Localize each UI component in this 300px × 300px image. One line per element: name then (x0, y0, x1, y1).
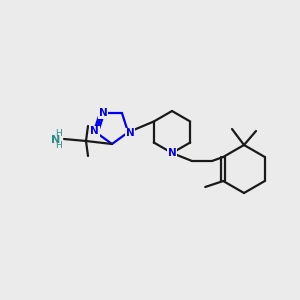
Text: N: N (99, 108, 107, 118)
Text: H: H (56, 142, 62, 151)
Text: H: H (56, 130, 62, 139)
Text: N: N (168, 148, 176, 158)
Text: N: N (51, 135, 61, 145)
Text: N: N (126, 128, 134, 138)
Text: N: N (91, 126, 99, 136)
